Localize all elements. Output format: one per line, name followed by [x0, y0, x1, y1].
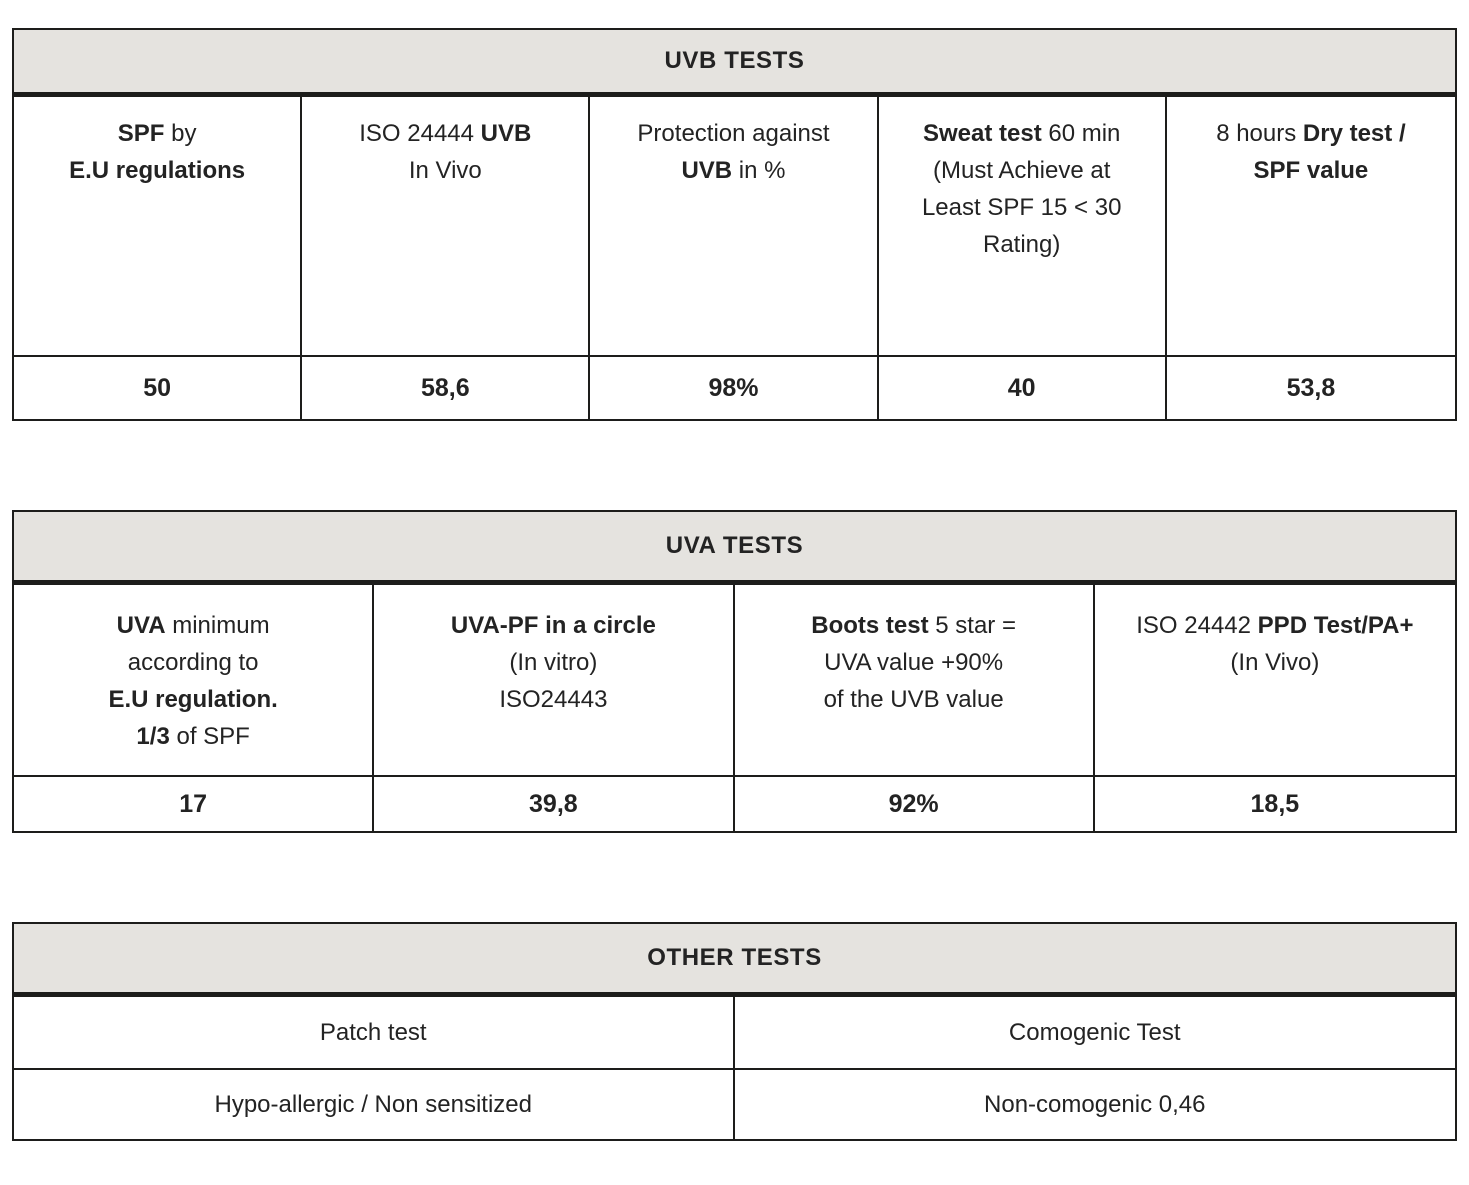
header-text-segment: In Vivo [408, 157, 482, 184]
header-text-segment: of the UVB value [823, 686, 1004, 713]
header-text-segment: ISO 24444 [359, 120, 481, 147]
header-text-segment: UVA value +90% [824, 649, 1004, 676]
header-text-segment: Dry test / [1302, 120, 1406, 147]
header-text-segment: (In Vivo) [1230, 649, 1320, 676]
uvb-value-dry-test: 53,8 [1166, 355, 1455, 419]
uvb-header-protection-percent: Protection against UVB in % [590, 97, 879, 355]
uvb-table-title: UVB TESTS [14, 30, 1455, 97]
uva-value-row: 17 39,8 92% 18,5 [14, 775, 1455, 831]
header-text-segment: (In vitro) [509, 649, 598, 676]
uvb-value-spf: 50 [14, 355, 303, 419]
header-text-segment: Rating) [983, 231, 1061, 258]
uvb-header-row: SPF by E.U regulations ISO 24444 UVB In Vi… [14, 97, 1455, 355]
uva-header-uva-pf-circle: UVA-PF in a circle (In vitro) ISO24443 [374, 585, 735, 775]
uva-header-boots-test: Boots test 5 star = UVA value +90% of the … [735, 585, 1095, 775]
uvb-value-sweat-test: 40 [878, 355, 1167, 419]
header-text-segment: of SPF [169, 723, 250, 750]
header-text-segment: UVA-PF in a circle [450, 612, 656, 639]
header-text-segment: Least SPF 15 < 30 [921, 194, 1122, 221]
header-text-segment: SPF [117, 120, 165, 147]
other-cell-comogenic-test: Comogenic Test [1008, 1018, 1181, 1046]
header-text-segment: Boots test [811, 612, 929, 639]
header-text-segment: 5 star = [928, 612, 1016, 639]
header-text-segment: E.U regulation. [108, 686, 278, 713]
header-text-segment: minimum [165, 612, 270, 639]
other-cell-patch-result: Hypo-allergic / Non sensitized [14, 1068, 735, 1139]
uvb-value-row: 50 58,6 98% 40 53,8 [14, 355, 1455, 419]
uva-tests-table: UVA TESTS UVA minimum according to E.U reg… [12, 510, 1457, 833]
header-text-segment: E.U regulations [69, 157, 246, 184]
uva-table-title: UVA TESTS [14, 512, 1455, 585]
other-table-title: OTHER TESTS [14, 924, 1455, 997]
uvb-tests-table: UVB TESTS SPF by E.U regulations ISO 2444… [12, 28, 1457, 421]
header-text-segment: 1/3 [136, 723, 170, 750]
header-text-segment: 60 min [1041, 120, 1121, 147]
uva-value-minimum-eu: 17 [14, 775, 375, 831]
uva-value-iso24442-ppd: 18,5 [1094, 775, 1455, 831]
header-text-segment: Protection against [637, 120, 830, 147]
other-tests-row-names: Patch test Comogenic Test [14, 997, 1455, 1068]
header-text-segment: UVB [480, 120, 532, 147]
uva-header-row: UVA minimum according to E.U regulation. 1/… [14, 585, 1455, 775]
header-text-segment: Sweat test [922, 120, 1042, 147]
uvb-header-spf-eu: SPF by E.U regulations [14, 97, 303, 355]
header-text-segment: ISO 24442 [1136, 612, 1258, 639]
uva-value-uva-pf-circle: 39,8 [374, 775, 735, 831]
header-text-segment: (Must Achieve at [932, 157, 1111, 184]
other-cell-patch-test: Patch test [14, 997, 735, 1068]
other-tests-row-results: Hypo-allergic / Non sensitized Non-comog… [14, 1068, 1455, 1139]
header-text-segment: UVB [681, 157, 733, 184]
uvb-value-protection-percent: 98% [590, 355, 879, 419]
header-text-segment: in % [732, 157, 786, 184]
header-text-segment: ISO24443 [499, 686, 608, 713]
other-cell-comogenic-result: Non-comogenic 0,46 [734, 1068, 1455, 1139]
uvb-value-iso24444: 58,6 [302, 355, 591, 419]
uvb-header-iso24444: ISO 24444 UVB In Vivo [302, 97, 591, 355]
header-text-segment: SPF value [1253, 157, 1369, 184]
uva-value-boots-test: 92% [734, 775, 1095, 831]
header-text-segment: 8 hours [1216, 120, 1303, 147]
uva-header-iso24442-ppd: ISO 24442 PPD Test/PA+ (In Vivo) [1095, 585, 1455, 775]
uva-header-minimum-eu: UVA minimum according to E.U regulation. 1/… [14, 585, 375, 775]
header-text-segment: by [164, 120, 197, 147]
header-text-segment: PPD Test/PA+ [1257, 612, 1414, 639]
uvb-header-dry-test: 8 hours Dry test / SPF value [1167, 97, 1455, 355]
other-tests-table: OTHER TESTS Patch test Comogenic Test Hy… [12, 922, 1457, 1141]
uvb-header-sweat-test: Sweat test 60 min (Must Achieve at Least S… [879, 97, 1167, 355]
header-text-segment: UVA [116, 612, 166, 639]
header-text-segment: according to [127, 649, 259, 676]
